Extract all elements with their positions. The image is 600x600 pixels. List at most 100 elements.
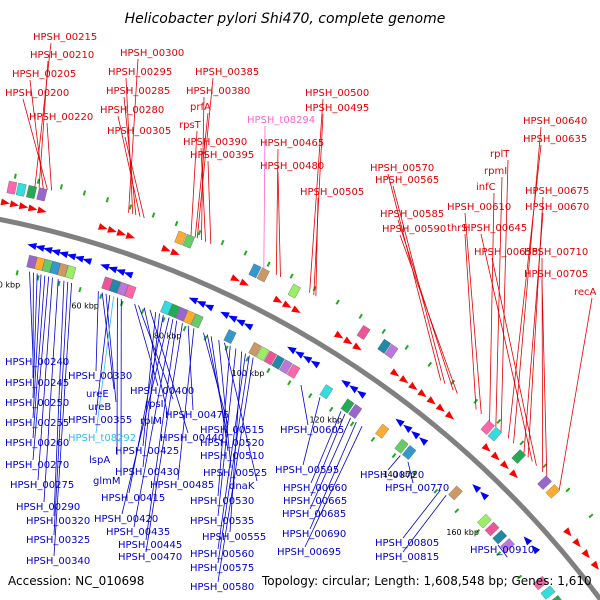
gene-label[interactable]: HPSH_00720 [360,470,424,481]
gene-label[interactable]: HPSH_00325 [26,535,90,546]
gene-label[interactable]: HPSH_00220 [29,112,93,123]
gene-label[interactable]: HPSH_00770 [385,483,449,494]
gene-label[interactable]: HPSH_00570 [370,163,434,174]
gene-label[interactable]: HPSH_00445 [118,540,182,551]
gene-label[interactable]: ureE [86,389,109,400]
gene-label[interactable]: HPSH_00815 [375,552,439,563]
gene-label[interactable]: HPSH_00285 [106,86,170,97]
gene-label[interactable]: HPSH_t08292 [68,433,136,444]
gene-label[interactable]: HPSH_00475 [165,410,229,421]
gene-label[interactable]: HPSH_00380 [186,86,250,97]
gene-label[interactable]: HPSH_00340 [26,556,90,567]
gene-label[interactable]: HPSH_00580 [190,582,254,593]
gene-label[interactable]: HPSH_00555 [202,532,266,543]
gene-label[interactable]: HPSH_00640 [523,116,587,127]
gene-leader-line [387,455,401,471]
gene-label[interactable]: HPSH_00210 [30,50,94,61]
gene-label[interactable]: HPSH_00515 [200,425,264,436]
scale-tick-mark [517,574,523,580]
gene-label[interactable]: HPSH_00430 [115,467,179,478]
gene-label[interactable]: recA [574,287,597,298]
gene-label[interactable]: HPSH_00215 [33,32,97,43]
gene-label[interactable]: dnaK [229,481,255,492]
gene-label[interactable]: HPSH_00690 [282,529,346,540]
gene-label[interactable]: HPSH_00695 [277,547,341,558]
forward-gene-arrow [18,202,29,210]
gene-label[interactable]: HPSH_00520 [200,438,264,449]
gene-label[interactable]: HPSH_00400 [130,386,194,397]
gene-label[interactable]: HPSH_00610 [447,202,511,213]
gene-label[interactable]: HPSH_00480 [260,161,324,172]
gene-label[interactable]: HPSH_00255 [5,418,69,429]
gene-label[interactable]: HPSH_00240 [5,357,69,368]
gene-label[interactable]: HPSH_00295 [108,67,172,78]
gene-label[interactable]: HPSH_00710 [524,247,588,258]
gene-label[interactable]: HPSH_00320 [26,516,90,527]
gene-label[interactable]: HPSH_00280 [100,105,164,116]
gene-label[interactable]: HPSH_00675 [525,186,589,197]
gene-label[interactable]: HPSH_00685 [282,509,346,520]
gene-label[interactable]: infC [476,182,496,193]
gene-label[interactable]: rplT [490,149,510,160]
gene-label[interactable]: HPSH_00395 [190,150,254,161]
gene-label[interactable]: glmM [93,476,121,487]
gene-label[interactable]: ureB [88,402,111,413]
reverse-gene-arrow [74,255,85,263]
gene-label[interactable]: HPSH_00260 [5,438,69,449]
gene-label[interactable]: HPSH_00390 [183,137,247,148]
gene-label[interactable]: HPSH_00250 [5,398,69,409]
gene-label[interactable]: HPSH_00535 [190,516,254,527]
gene-label[interactable]: thrS [447,223,468,234]
gene-label[interactable]: HPSH_00330 [68,371,132,382]
gene-label[interactable]: lspA [89,455,110,466]
forward-gene-arrow [333,330,344,339]
gene-label[interactable]: HPSH_00565 [375,175,439,186]
gene-label[interactable]: rpmI [484,166,507,177]
gene-label[interactable]: HPSH_00635 [523,134,587,145]
gene-label[interactable]: HPSH_00510 [200,451,264,462]
gene-label[interactable]: HPSH_00530 [190,496,254,507]
gene-label[interactable]: HPSH_00805 [375,538,439,549]
gene-label[interactable]: HPSH_00420 [94,514,158,525]
gene-label[interactable]: HPSH_00290 [16,502,80,513]
gene-label[interactable]: HPSH_t08294 [247,115,315,126]
gene-label[interactable]: rplM [140,416,162,427]
gene-label[interactable]: HPSH_00200 [5,88,69,99]
gene-label[interactable]: HPSH_00585 [380,209,444,220]
gene-label[interactable]: HPSH_00425 [115,446,179,457]
gene-label[interactable]: HPSH_00355 [68,415,132,426]
gene-label[interactable]: HPSH_00275 [10,480,74,491]
gene-label[interactable]: HPSH_00245 [5,378,69,389]
gene-label[interactable]: HPSH_00660 [283,483,347,494]
gene-label[interactable]: HPSH_00305 [107,126,171,137]
reverse-gene-arrow [228,315,238,323]
gene-label[interactable]: HPSH_00665 [283,496,347,507]
gene-label[interactable]: HPSH_00415 [101,493,165,504]
gene-label[interactable]: HPSH_00435 [106,527,170,538]
gene-label[interactable]: rpsI [145,399,164,410]
gene-label[interactable]: HPSH_00470 [118,552,182,563]
gene-label[interactable]: HPSH_00575 [190,563,254,574]
gene-label[interactable]: prfA [190,102,211,113]
gene-label[interactable]: HPSH_00205 [12,69,76,80]
gene-label[interactable]: HPSH_00300 [120,48,184,59]
gene-label[interactable]: HPSH_00505 [300,187,364,198]
gene-label[interactable]: HPSH_00595 [275,465,339,476]
gene-label[interactable]: rpsT [179,120,202,131]
gene-label[interactable]: HPSH_00500 [305,88,369,99]
gene-label[interactable]: HPSH_00590 [382,224,446,235]
gene-label[interactable]: HPSH_00655 [474,247,538,258]
gene-label[interactable]: HPSH_00645 [463,223,527,234]
gene-label[interactable]: HPSH_00525 [203,468,267,479]
gene-label[interactable]: HPSH_00670 [525,202,589,213]
gene-label[interactable]: HPSH_00270 [5,460,69,471]
gene-label[interactable]: HPSH_00910 [470,545,534,556]
gene-label[interactable]: HPSH_00605 [280,425,344,436]
gene-label[interactable]: HPSH_00495 [305,103,369,114]
gene-label[interactable]: HPSH_00440 [160,433,224,444]
gene-label[interactable]: HPSH_00485 [150,480,214,491]
gene-label[interactable]: HPSH_00560 [190,549,254,560]
gene-label[interactable]: HPSH_00465 [260,138,324,149]
gene-label[interactable]: HPSH_00385 [195,67,259,78]
gene-label[interactable]: HPSH_00705 [524,269,588,280]
